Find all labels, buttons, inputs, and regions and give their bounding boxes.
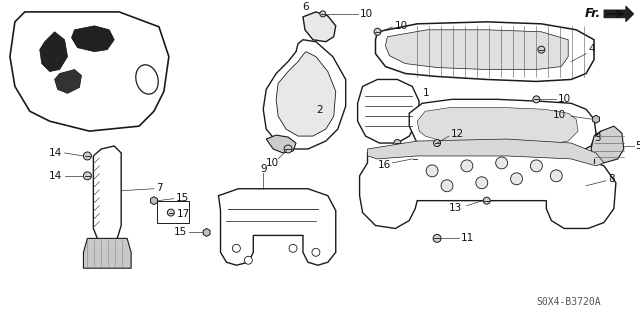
Text: 15: 15: [173, 227, 187, 237]
Bar: [157, 201, 189, 223]
Circle shape: [550, 170, 562, 182]
Circle shape: [168, 209, 174, 216]
Polygon shape: [360, 149, 616, 228]
Polygon shape: [376, 22, 594, 81]
Text: 10: 10: [553, 110, 566, 120]
Circle shape: [426, 165, 438, 177]
Text: 16: 16: [378, 160, 391, 170]
Circle shape: [83, 172, 92, 180]
Polygon shape: [591, 126, 624, 163]
Text: 9: 9: [260, 164, 267, 174]
Polygon shape: [203, 228, 210, 236]
Polygon shape: [150, 197, 157, 204]
Circle shape: [289, 244, 297, 252]
Polygon shape: [266, 135, 296, 153]
Polygon shape: [40, 32, 68, 71]
Text: Fr.: Fr.: [585, 7, 601, 20]
Circle shape: [533, 96, 540, 103]
Circle shape: [244, 256, 252, 264]
Polygon shape: [593, 115, 600, 123]
Polygon shape: [93, 146, 121, 242]
Text: 15: 15: [176, 193, 189, 203]
Circle shape: [312, 248, 320, 256]
Text: 6: 6: [302, 2, 308, 12]
Polygon shape: [409, 99, 596, 159]
Circle shape: [83, 152, 92, 160]
Text: 10: 10: [266, 158, 279, 168]
Text: 10: 10: [360, 9, 372, 19]
Polygon shape: [72, 26, 114, 52]
Circle shape: [538, 46, 545, 53]
Circle shape: [433, 139, 440, 146]
Polygon shape: [263, 40, 346, 149]
Text: 7: 7: [156, 183, 163, 193]
Circle shape: [531, 160, 542, 172]
Circle shape: [394, 139, 401, 146]
Text: 1: 1: [423, 88, 430, 98]
Text: 5: 5: [635, 141, 640, 151]
Circle shape: [284, 145, 292, 153]
Text: 14: 14: [49, 148, 61, 158]
Text: 2: 2: [316, 105, 323, 115]
Circle shape: [511, 173, 522, 185]
Polygon shape: [604, 6, 634, 22]
Circle shape: [320, 11, 326, 17]
Circle shape: [433, 234, 441, 242]
Polygon shape: [417, 107, 578, 146]
Polygon shape: [367, 139, 604, 166]
Text: S0X4-B3720A: S0X4-B3720A: [536, 297, 601, 307]
Polygon shape: [83, 238, 131, 268]
Polygon shape: [303, 12, 336, 42]
Text: 13: 13: [449, 203, 462, 212]
Circle shape: [412, 156, 418, 162]
Circle shape: [441, 180, 453, 192]
Circle shape: [374, 28, 381, 35]
Circle shape: [232, 244, 241, 252]
Circle shape: [476, 177, 488, 189]
Circle shape: [483, 197, 490, 204]
Text: 4: 4: [588, 44, 595, 54]
Circle shape: [496, 157, 508, 169]
Text: 14: 14: [49, 171, 61, 181]
Text: 17: 17: [177, 209, 190, 219]
Polygon shape: [358, 79, 419, 143]
Text: 12: 12: [451, 129, 464, 139]
Polygon shape: [385, 30, 568, 70]
Polygon shape: [218, 189, 336, 265]
Text: 10: 10: [394, 21, 408, 31]
Circle shape: [461, 160, 473, 172]
Text: 10: 10: [558, 94, 572, 104]
Text: 8: 8: [608, 174, 614, 184]
Text: 11: 11: [461, 234, 474, 243]
Polygon shape: [276, 52, 336, 136]
Ellipse shape: [136, 65, 158, 94]
Polygon shape: [54, 70, 81, 93]
Polygon shape: [10, 12, 169, 131]
Text: 3: 3: [594, 133, 601, 143]
